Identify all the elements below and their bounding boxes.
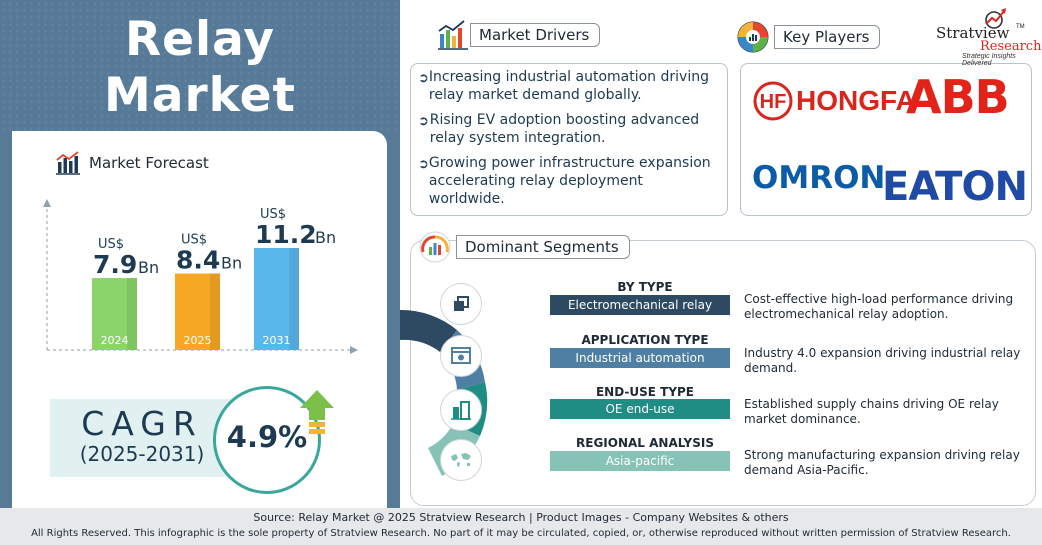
driver-text: Increasing industrial automation driving…	[428, 69, 709, 103]
bar-value-label: 8.4	[176, 246, 220, 275]
title-line-1: Relay	[124, 12, 276, 67]
bar-chart-icon	[56, 151, 80, 175]
bar-year-label: 2024	[101, 334, 129, 347]
segment-description: Cost-effective high-load performance dri…	[744, 292, 1014, 321]
forecast-bar-2025: 2025 US$8.4 Bn	[175, 233, 242, 350]
footer	[0, 508, 1042, 545]
growth-globe-icon	[985, 8, 1006, 29]
bar-value-label: 7.9	[93, 250, 137, 279]
segment-category: END-USE TYPE	[595, 385, 695, 399]
segment-category: APPLICATION TYPE	[581, 333, 709, 347]
bar-currency-label: US$	[98, 237, 124, 252]
stratview-name: Stratview	[936, 24, 1010, 42]
eaton-wordmark: EATON	[882, 164, 1028, 210]
abb-logo: ABB	[906, 70, 1010, 124]
cagr-period: (2025-2031)	[79, 442, 205, 466]
bar	[175, 273, 220, 350]
segments-title: Dominant Segments	[456, 235, 630, 259]
drivers-title: Market Drivers	[470, 23, 601, 47]
cagr-label: CAGR	[81, 404, 203, 443]
svg-text:HF: HF	[760, 91, 787, 113]
segment-category: BY TYPE	[617, 280, 673, 294]
abb-wordmark: ABB	[906, 70, 1010, 124]
bar-shade	[127, 278, 137, 350]
driver-item: ➲ Increasing industrial automation drivi…	[418, 68, 723, 104]
segment-value: OE end-use	[550, 399, 730, 419]
eaton-logo: EATON	[882, 164, 1028, 210]
segment-category: REGIONAL ANALYSIS	[576, 436, 714, 450]
footer-source: Source: Relay Market @ 2025 Stratview Re…	[253, 511, 789, 524]
bar-unit-label: Bn	[221, 254, 242, 273]
drivers-panel	[410, 63, 728, 216]
bar	[254, 248, 299, 350]
forecast-bar-2024: 2024 US$7.9 Bn	[92, 237, 159, 350]
segments-header: Dominant Segments	[418, 230, 630, 264]
segment-value: Electromechanical relay	[550, 295, 730, 315]
pie-chart-icon	[737, 21, 769, 53]
layers-icon	[440, 283, 482, 325]
segment-description: Industry 4.0 expansion driving industria…	[744, 346, 1021, 375]
world-map-icon	[440, 439, 482, 481]
bar-currency-label: US$	[260, 207, 286, 222]
hongfa-logo: HF HONGFA	[752, 80, 916, 122]
arrow-right-icon: ➲	[418, 70, 429, 85]
omron-logo: OMRON	[752, 160, 885, 196]
driver-item: ➲ Rising EV adoption boosting advanced r…	[418, 111, 723, 147]
buildings-icon	[440, 389, 482, 431]
stratview-tagline: Strategic Insights Delivered	[962, 53, 1016, 67]
dot-pattern	[0, 0, 400, 130]
arrow-right-icon: ➲	[418, 156, 429, 171]
bar	[92, 278, 137, 350]
forecast-title: Market Forecast	[89, 154, 209, 172]
bar-year-label: 2031	[263, 334, 291, 347]
page-title: Relay Market	[0, 12, 400, 124]
players-title: Key Players	[774, 25, 881, 49]
players-header: Key Players	[736, 20, 881, 54]
driver-text: Rising EV adoption boosting advanced rel…	[429, 112, 700, 146]
bar-shade	[289, 248, 299, 350]
trend-chart-icon	[438, 20, 468, 50]
settings-window-icon	[440, 335, 482, 377]
hongfa-wordmark: HONGFA	[796, 85, 916, 116]
stratview-research: Research	[980, 39, 1042, 54]
bar-currency-label: US$	[181, 233, 207, 248]
growth-arrow-icon	[300, 390, 334, 434]
forecast-bar-2031: 2031 US$11.2Bn	[254, 207, 336, 350]
arrow-right-icon: ➲	[418, 113, 429, 128]
drivers-header: Market Drivers	[436, 18, 601, 52]
driver-item: ➲ Growing power infrastructure expansion…	[418, 154, 723, 208]
bar-shade	[210, 273, 220, 350]
players-panel	[740, 63, 1032, 216]
bar-year-label: 2025	[184, 334, 212, 347]
hongfa-mark-icon: HF	[753, 81, 793, 121]
segment-description: Established supply chains driving OE rel…	[744, 397, 999, 426]
segment-value: Industrial automation	[550, 348, 730, 368]
bar-value-label: 11.2	[255, 220, 317, 249]
cagr-circle	[213, 386, 321, 494]
segment-description: Strong manufacturing expansion driving r…	[744, 448, 1020, 477]
title-line-2: Market	[103, 68, 296, 123]
bar-unit-label: Bn	[315, 228, 336, 247]
segment-value: Asia-pacific	[550, 451, 730, 471]
forecast-header: Market Forecast	[55, 150, 209, 176]
bar-unit-label: Bn	[138, 258, 159, 277]
gauge-chart-icon	[419, 231, 451, 263]
driver-text: Growing power infrastructure expansion a…	[428, 155, 711, 207]
cagr-value: 4.9%	[226, 420, 308, 454]
stratview-logo: Stratview TM Research Strategic Insights…	[936, 6, 1042, 67]
omron-wordmark: OMRON	[752, 160, 886, 196]
trademark-mark: TM	[1016, 24, 1025, 30]
footer-rights: All Rights Reserved. This infographic is…	[31, 528, 1011, 539]
segments-panel	[410, 240, 1036, 506]
